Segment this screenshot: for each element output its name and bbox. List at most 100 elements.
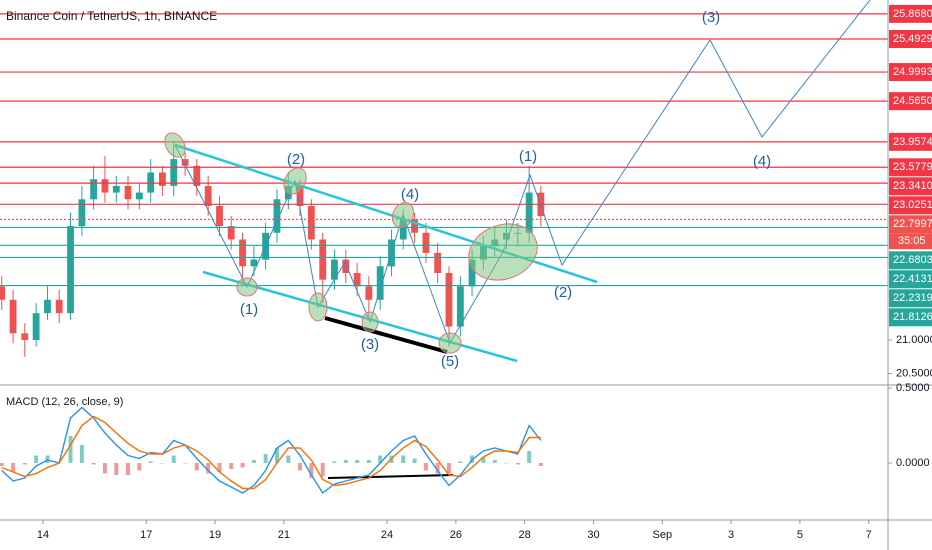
histogram-bar <box>515 463 520 465</box>
wave-label: (4) <box>753 153 771 170</box>
wave-label: (1) <box>240 301 258 318</box>
histogram-bar <box>412 458 417 463</box>
highlight <box>468 223 538 281</box>
x-tick-label: 14 <box>37 529 49 541</box>
highlight <box>164 132 186 158</box>
price-label-box <box>889 270 932 289</box>
price-label: 25.4929 <box>893 33 932 45</box>
histogram-bar <box>183 463 188 464</box>
histogram-bar <box>447 463 451 474</box>
x-tick-label: 30 <box>587 529 599 541</box>
x-tick-label: 21 <box>278 529 290 541</box>
price-label: 23.9574 <box>893 136 932 148</box>
wave-label: (4) <box>401 186 419 203</box>
price-label: 23.5779 <box>893 161 932 173</box>
histogram-bar <box>481 457 486 463</box>
divergence-line <box>324 316 448 354</box>
histogram-bar <box>22 463 27 465</box>
indicator-line <box>1 415 541 490</box>
price-label: 23.3410 <box>893 180 932 192</box>
histogram-bar <box>458 461 463 463</box>
histogram-bar <box>0 463 4 466</box>
chart-title: Binance Coin / TetherUS, 1h, BINANCE <box>6 9 217 23</box>
price-label: 22.2319 <box>893 292 932 304</box>
histogram-bar <box>11 463 16 472</box>
countdown: 35:05 <box>898 235 926 247</box>
wave-label: (3) <box>361 336 379 353</box>
highlight <box>308 292 328 322</box>
histogram-bar <box>79 445 84 463</box>
histogram-bar <box>194 463 199 471</box>
x-tick-label: 24 <box>381 529 393 541</box>
histogram-bar <box>320 463 325 477</box>
wave-label: (2) <box>287 151 305 168</box>
wave-label: (1) <box>519 148 537 165</box>
histogram-bar <box>137 463 142 471</box>
price-label: 25.8680 <box>893 8 932 20</box>
highlight <box>361 311 379 333</box>
histogram-bar <box>240 463 245 468</box>
x-tick-label: 28 <box>519 529 531 541</box>
x-tick-label: 5 <box>797 529 803 541</box>
histogram-bar <box>332 461 337 463</box>
price-label: 23.0251 <box>893 199 932 211</box>
histogram-bar <box>160 463 165 464</box>
price-label-box <box>889 29 932 48</box>
histogram-bar <box>401 455 406 463</box>
histogram-bar <box>126 463 130 475</box>
histogram-bar <box>538 463 543 466</box>
price-label-box <box>889 4 932 23</box>
countdown-box <box>889 233 932 250</box>
price-label-box <box>889 63 932 82</box>
histogram-bar <box>206 463 211 474</box>
x-tick-label: 17 <box>140 529 152 541</box>
price-label: 22.4131 <box>893 273 932 285</box>
histogram-bar <box>148 461 153 463</box>
wave-label: (3) <box>702 9 720 26</box>
histogram-bar <box>378 455 383 463</box>
x-tick-label: 19 <box>209 529 221 541</box>
highlight <box>391 201 415 229</box>
histogram-bar <box>91 463 96 465</box>
y-tick-label: 0.5000 <box>896 382 930 394</box>
histogram-bar <box>217 463 222 472</box>
price-label-box <box>889 251 932 270</box>
x-tick-label: 7 <box>866 529 872 541</box>
price-label: 24.5650 <box>893 95 932 107</box>
histogram-bar <box>527 451 532 463</box>
x-tick-label: 3 <box>728 529 734 541</box>
histogram-bar <box>423 463 428 471</box>
histogram-bar <box>263 454 268 463</box>
histogram-bar <box>504 463 509 464</box>
y-tick-label: 0.0000 <box>896 457 930 469</box>
wave-label: (2) <box>554 284 572 301</box>
highlight <box>236 277 258 297</box>
price-label-box <box>889 158 932 177</box>
price-label-box <box>889 308 932 327</box>
price-label-box <box>889 132 932 151</box>
y-tick-label: 20.5000 <box>896 367 932 379</box>
y-tick-label: 21.0000 <box>896 334 932 346</box>
wave-label: (5) <box>441 353 459 370</box>
highlights <box>164 132 538 354</box>
price-label-box <box>889 92 932 111</box>
price-label-box <box>889 177 932 196</box>
histogram-bar <box>274 448 279 463</box>
histogram-bar <box>355 460 360 463</box>
indicator-line <box>1 406 542 495</box>
histogram-bar <box>102 463 107 474</box>
histogram-bar <box>251 460 256 463</box>
histogram-bar <box>343 460 348 463</box>
price-label: 21.8126 <box>893 311 932 323</box>
indicator-title: MACD (12, 26, close, 9) <box>6 396 123 408</box>
histogram-bar <box>366 460 371 463</box>
price-label: 22.6803 <box>893 254 932 266</box>
histogram-bar <box>298 463 303 471</box>
x-tick-label: Sep <box>653 529 673 541</box>
histogram-bar <box>435 463 440 474</box>
price-label-box <box>889 215 932 234</box>
highlight <box>438 332 462 354</box>
price-label: 22.7997 <box>893 218 932 230</box>
